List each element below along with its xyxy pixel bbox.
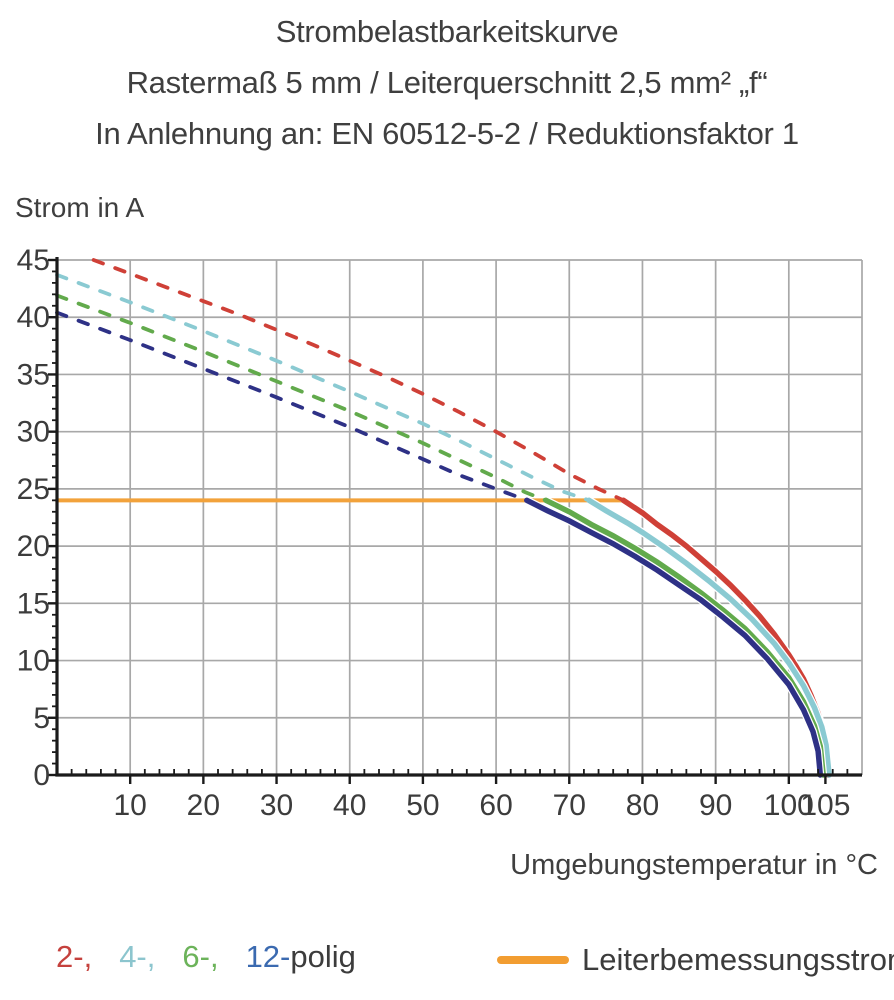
x-tick-label-20: 20 <box>187 789 220 822</box>
legend-item-polig-suffix: polig <box>290 939 356 974</box>
y-tick-label-40: 40 <box>17 301 50 334</box>
y-tick-label-5: 5 <box>33 702 50 735</box>
y-tick-label-30: 30 <box>17 416 50 449</box>
y-tick-label-0: 0 <box>33 759 50 792</box>
x-tick-label-30: 30 <box>260 789 293 822</box>
curve-dashed-12-polig <box>55 310 529 503</box>
legend-reference: Leiterbemessungsstrom <box>497 939 894 981</box>
y-tick-label-45: 45 <box>17 244 50 277</box>
legend-item-2polig: 2-, <box>56 939 93 974</box>
y-tick-label-35: 35 <box>17 358 50 391</box>
curve-dashed-2-polig <box>91 258 626 503</box>
title-line-1: Strombelastbarkeitskurve <box>275 14 619 49</box>
curve-solid-12-polig <box>524 497 824 778</box>
x-tick-label-40: 40 <box>333 789 366 822</box>
x-tick-label-90: 90 <box>699 789 732 822</box>
title-line-2: Rastermaß 5 mm / Leiterquerschnitt 2,5 m… <box>126 65 768 100</box>
y-tick-label-10: 10 <box>17 645 50 678</box>
x-tick-label-105: 105 <box>800 789 850 822</box>
x-tick-label-50: 50 <box>406 789 439 822</box>
y-tick-label-20: 20 <box>17 530 50 563</box>
curve-solid-4-polig <box>586 497 832 778</box>
y-tick-label-15: 15 <box>17 587 50 620</box>
reference-line-swatch <box>497 956 569 964</box>
chart-title: Strombelastbarkeitskurve Rastermaß 5 mm … <box>0 6 894 159</box>
legend-reference-label: Leiterbemessungsstrom <box>582 942 894 977</box>
legend-item-12polig: 12- <box>245 939 291 974</box>
x-tick-label-80: 80 <box>626 789 659 822</box>
curve-dashed-4-polig <box>55 273 591 503</box>
y-tick-label-25: 25 <box>17 473 50 506</box>
legend-item-4polig: 4-, <box>119 939 156 974</box>
y-axis-label: Strom in A <box>15 192 145 223</box>
x-tick-label-70: 70 <box>553 789 586 822</box>
x-tick-label-100: 100 <box>764 789 814 822</box>
title-line-3: In Anlehnung an: EN 60512-5-2 / Reduktio… <box>95 116 799 151</box>
legend-item-6polig: 6-, <box>182 939 219 974</box>
x-axis-label: Umgebungstemperatur in °C <box>510 849 878 881</box>
x-tick-label-10: 10 <box>113 789 146 822</box>
x-tick-label-60: 60 <box>479 789 512 822</box>
legend-pole-counts: 2-, 4-, 6-, 12- polig <box>56 939 356 975</box>
curve-dashed-6-polig <box>55 293 548 503</box>
